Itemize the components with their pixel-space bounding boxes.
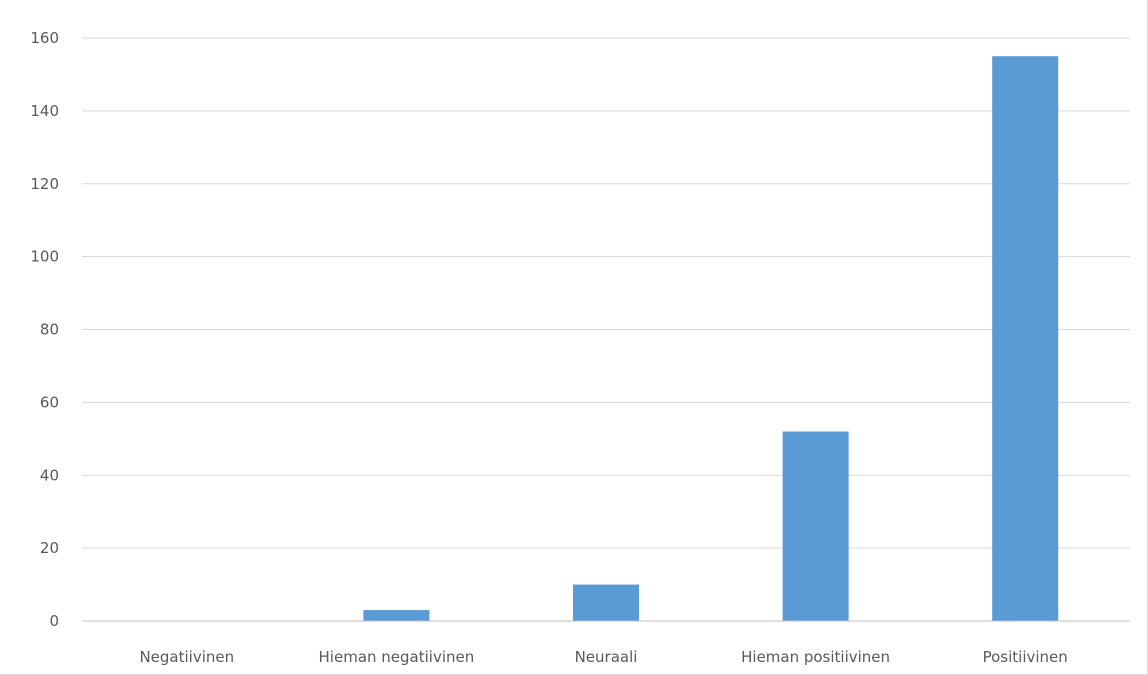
gridlines bbox=[82, 38, 1130, 548]
y-tick-labels: 0 20 40 60 80 100 120 140 160 bbox=[30, 29, 59, 630]
x-tick-labels: Negatiivinen Hieman negatiivinen Neuraali H… bbox=[139, 648, 1067, 666]
bar-3 bbox=[783, 432, 849, 621]
bars bbox=[363, 56, 1058, 621]
x-tick-label: Hieman negatiivinen bbox=[319, 648, 475, 666]
y-tick-label: 60 bbox=[40, 393, 59, 411]
x-tick-label: Negatiivinen bbox=[139, 648, 234, 666]
y-tick-label: 160 bbox=[30, 29, 59, 47]
y-tick-label: 100 bbox=[30, 248, 59, 266]
y-tick-label: 140 bbox=[30, 102, 59, 120]
bar-2 bbox=[573, 585, 639, 621]
x-tick-label: Hieman positiivinen bbox=[741, 648, 890, 666]
x-tick-label: Neuraali bbox=[575, 648, 638, 666]
y-tick-label: 120 bbox=[30, 175, 59, 193]
x-tick-label: Positiivinen bbox=[983, 648, 1068, 666]
y-tick-label: 40 bbox=[40, 466, 59, 484]
y-tick-label: 0 bbox=[49, 612, 59, 630]
y-tick-label: 20 bbox=[40, 539, 59, 557]
y-tick-label: 80 bbox=[40, 321, 59, 339]
bar-4 bbox=[992, 56, 1058, 621]
bar-1 bbox=[363, 610, 429, 621]
